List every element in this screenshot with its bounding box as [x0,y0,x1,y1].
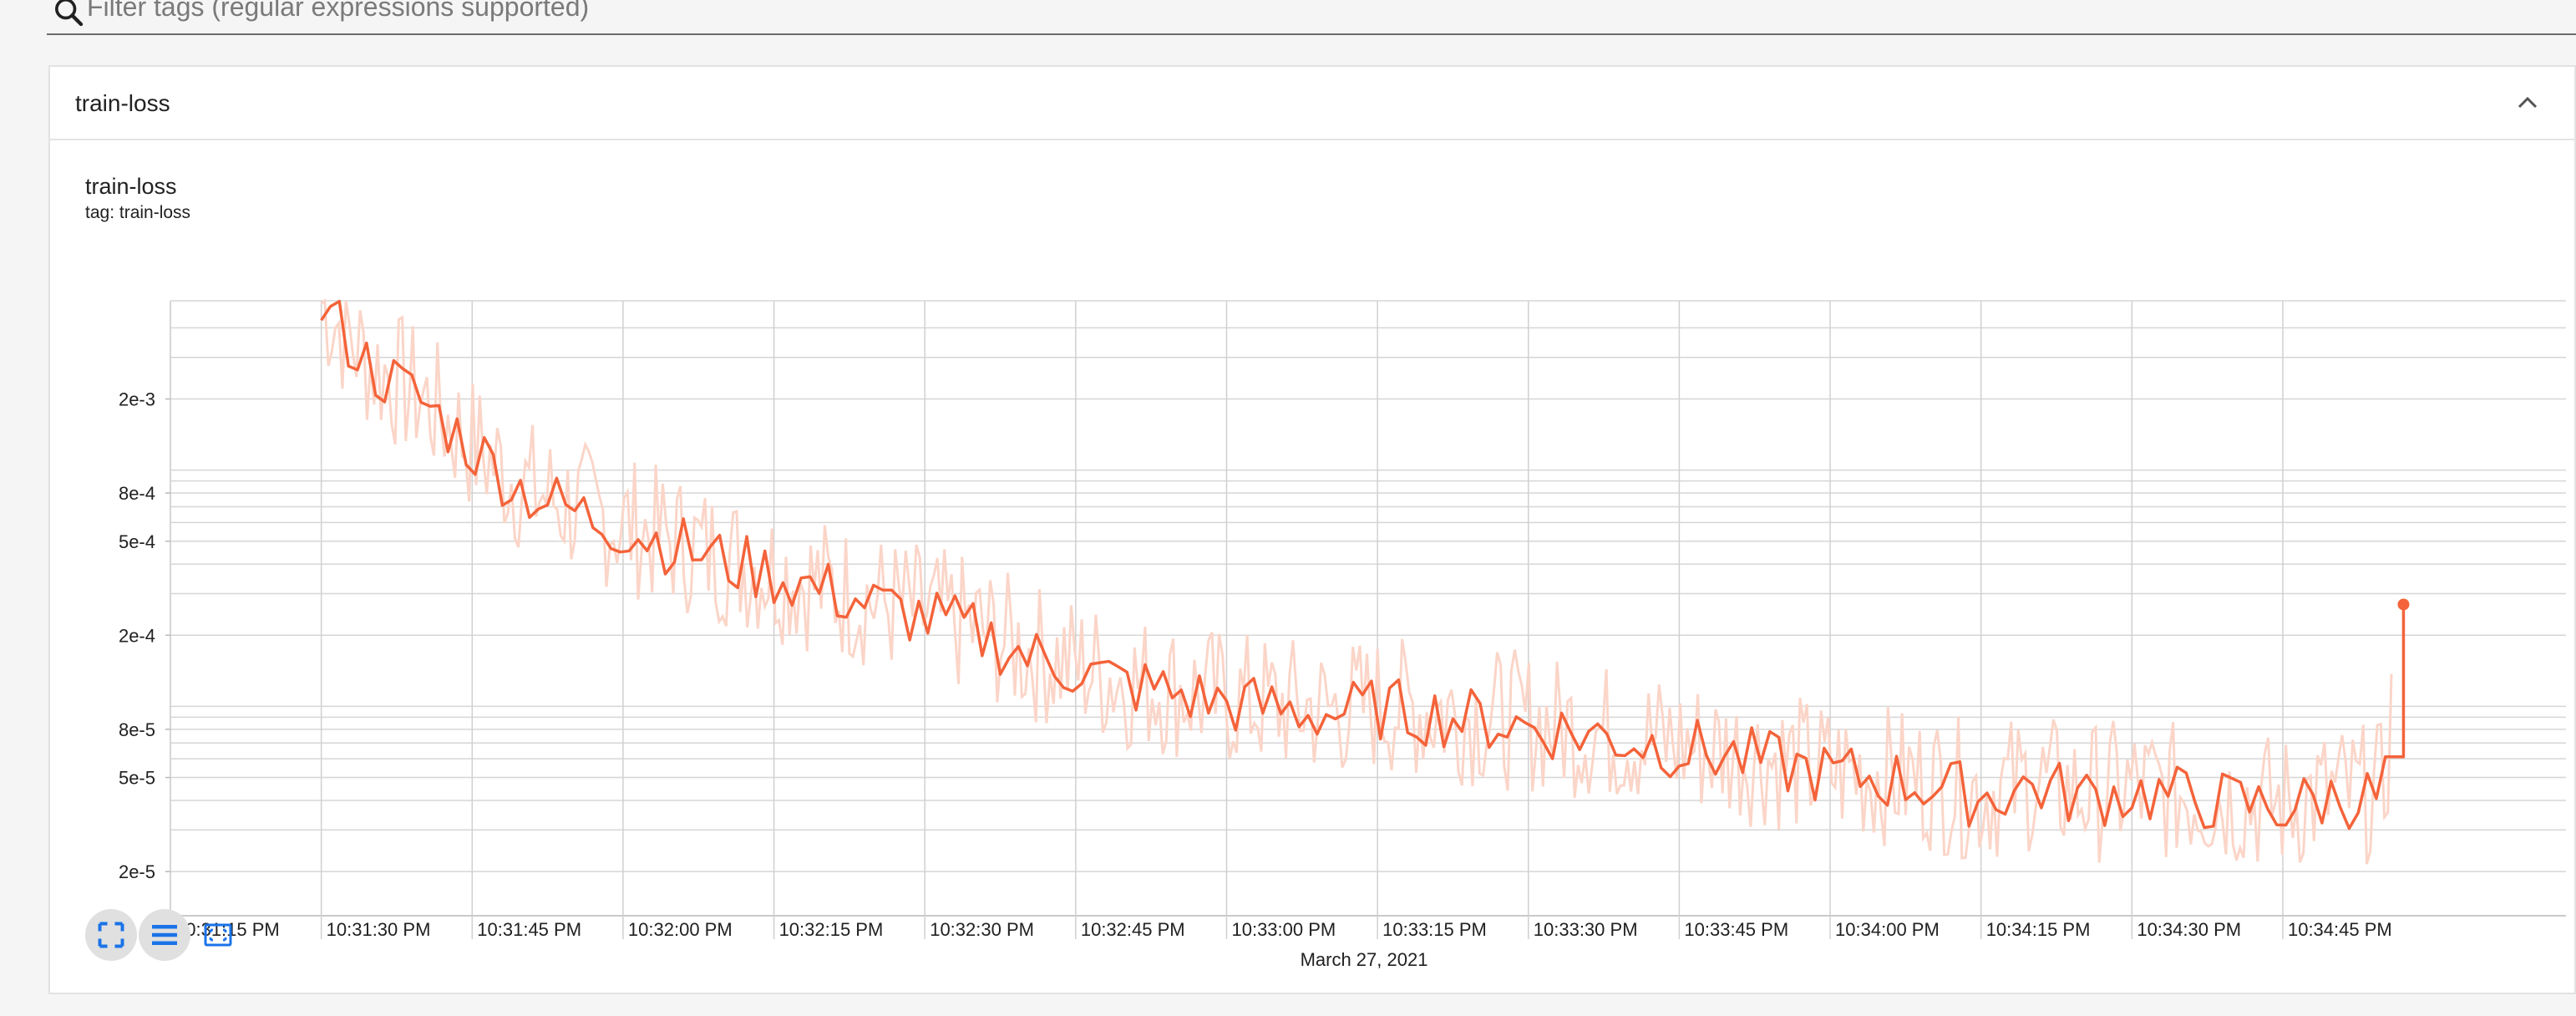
chevron-up-icon [2518,96,2538,109]
y-tick-label: 5e-4 [119,531,155,552]
x-tick-label: 10:31:45 PM [477,919,581,940]
y-tick-label: 2e-4 [119,625,155,646]
card-title: train-loss [75,90,170,116]
list-icon [152,925,177,945]
chart-title: train-loss [85,174,177,199]
fullscreen-icon [98,922,124,948]
x-tick-label: 10:33:45 PM [1684,919,1788,940]
x-tick-label: 10:33:30 PM [1534,919,1638,940]
x-tick-label: 10:31:30 PM [327,919,431,940]
x-axis-title: March 27, 2021 [1301,949,1428,970]
y-tick-label: 5e-5 [119,768,155,789]
chart-subtitle: tag: train-loss [85,203,191,222]
x-tick-label: 10:33:00 PM [1231,919,1336,940]
x-tick-label: 10:34:30 PM [2137,919,2241,940]
collapse-button[interactable] [2516,82,2574,124]
y-tick-label: 2e-5 [119,861,155,882]
x-tick-label: 10:33:15 PM [1382,919,1487,940]
search-icon [55,0,84,27]
tag-filter-bar[interactable]: Filter tags (regular expressions support… [47,0,2576,35]
x-tick-label: 10:32:30 PM [930,919,1034,940]
y-tick-label: 8e-5 [119,719,155,740]
x-tick-label: 10:32:45 PM [1081,919,1185,940]
filter-placeholder[interactable]: Filter tags (regular expressions support… [87,0,590,22]
raw-series-line [320,298,2393,865]
line-chart[interactable]: 10:31:15 PM 10:31:30 PM 10:31:45 PM 10:32:0… [50,222,2573,974]
smoothed-series-line [320,299,2406,831]
y-tick-label: 2e-3 [119,389,155,410]
x-tick-label: 10:34:00 PM [1835,919,1940,940]
y-tick-label: 8e-4 [119,483,155,504]
final-data-point [2397,598,2410,611]
train-loss-card: train-loss train-loss tag: train-loss 10… [48,65,2576,994]
x-tick-label: 10:32:00 PM [628,919,733,940]
toggle-log-scale-button[interactable] [139,909,190,961]
x-tick-label: 10:34:15 PM [1986,919,2091,940]
fit-screen-icon [204,923,232,947]
x-tick-label: 10:34:45 PM [2288,919,2392,940]
x-tick-label: 10:31:15 PM [175,919,280,940]
fullscreen-button[interactable] [85,909,137,961]
fit-domain-button[interactable] [192,909,244,961]
x-tick-label: 10:32:15 PM [779,919,884,940]
card-header[interactable]: train-loss [50,67,2574,140]
